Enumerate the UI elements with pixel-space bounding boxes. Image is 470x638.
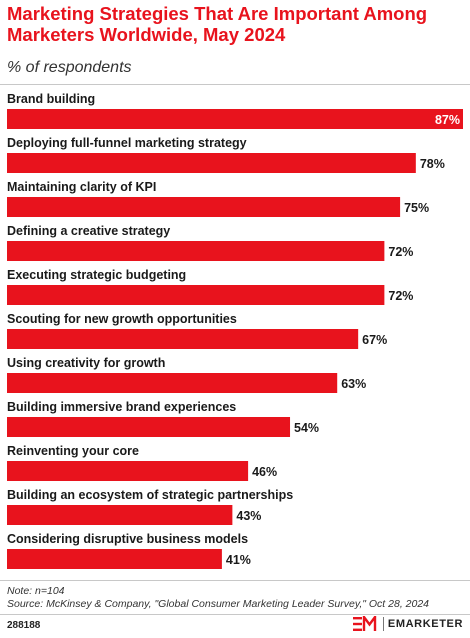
category-label: Maintaining clarity of KPI xyxy=(7,180,156,194)
category-label: Defining a creative strategy xyxy=(7,224,170,238)
bar xyxy=(7,285,385,305)
category-label: Considering disruptive business models xyxy=(7,532,248,546)
top-divider xyxy=(0,84,470,85)
bar xyxy=(7,417,291,437)
category-label: Building immersive brand experiences xyxy=(7,400,236,414)
category-label: Building an ecosystem of strategic partn… xyxy=(7,488,293,502)
bar xyxy=(7,109,463,129)
bar xyxy=(7,373,338,393)
chart-source: Source: McKinsey & Company, "Global Cons… xyxy=(7,598,430,610)
bar xyxy=(7,549,222,569)
value-label: 46% xyxy=(252,465,277,479)
value-label: 67% xyxy=(362,333,387,347)
footer-bottom-divider xyxy=(0,614,470,615)
category-label: Executing strategic budgeting xyxy=(7,268,186,282)
value-label: 63% xyxy=(341,377,366,391)
value-label: 41% xyxy=(226,553,251,567)
bar xyxy=(7,461,249,481)
chart-note: Note: n=104 xyxy=(7,585,65,597)
bar-chart: Brand building 87% Deploying full-funnel m… xyxy=(7,92,463,569)
value-label: 78% xyxy=(420,157,445,171)
value-label: 75% xyxy=(404,201,429,215)
bar xyxy=(7,329,359,349)
value-label: 72% xyxy=(388,245,413,259)
brand-separator xyxy=(382,617,384,631)
chart-title: Marketing Strategies That Are Important … xyxy=(7,3,428,45)
category-label: Scouting for new growth opportunities xyxy=(7,312,237,326)
bar xyxy=(7,241,385,261)
category-label: Using creativity for growth xyxy=(7,356,165,370)
chart-subtitle: % of respondents xyxy=(7,59,132,76)
value-label: 54% xyxy=(294,421,319,435)
chart-id: 288188 xyxy=(7,620,41,631)
value-label: 43% xyxy=(236,509,261,523)
bar xyxy=(7,197,401,217)
brand-name: EMARKETER xyxy=(387,618,463,630)
bar xyxy=(7,505,233,525)
brand-lockup: EMARKETER xyxy=(352,616,463,632)
value-label: 87% xyxy=(435,113,460,127)
value-label: 72% xyxy=(388,289,413,303)
category-label: Deploying full-funnel marketing strategy xyxy=(7,136,247,150)
footer-divider xyxy=(0,580,470,581)
emarketer-logo-icon xyxy=(352,616,377,631)
category-label: Reinventing your core xyxy=(7,444,139,458)
category-label: Brand building xyxy=(7,92,95,106)
bar xyxy=(7,153,416,173)
